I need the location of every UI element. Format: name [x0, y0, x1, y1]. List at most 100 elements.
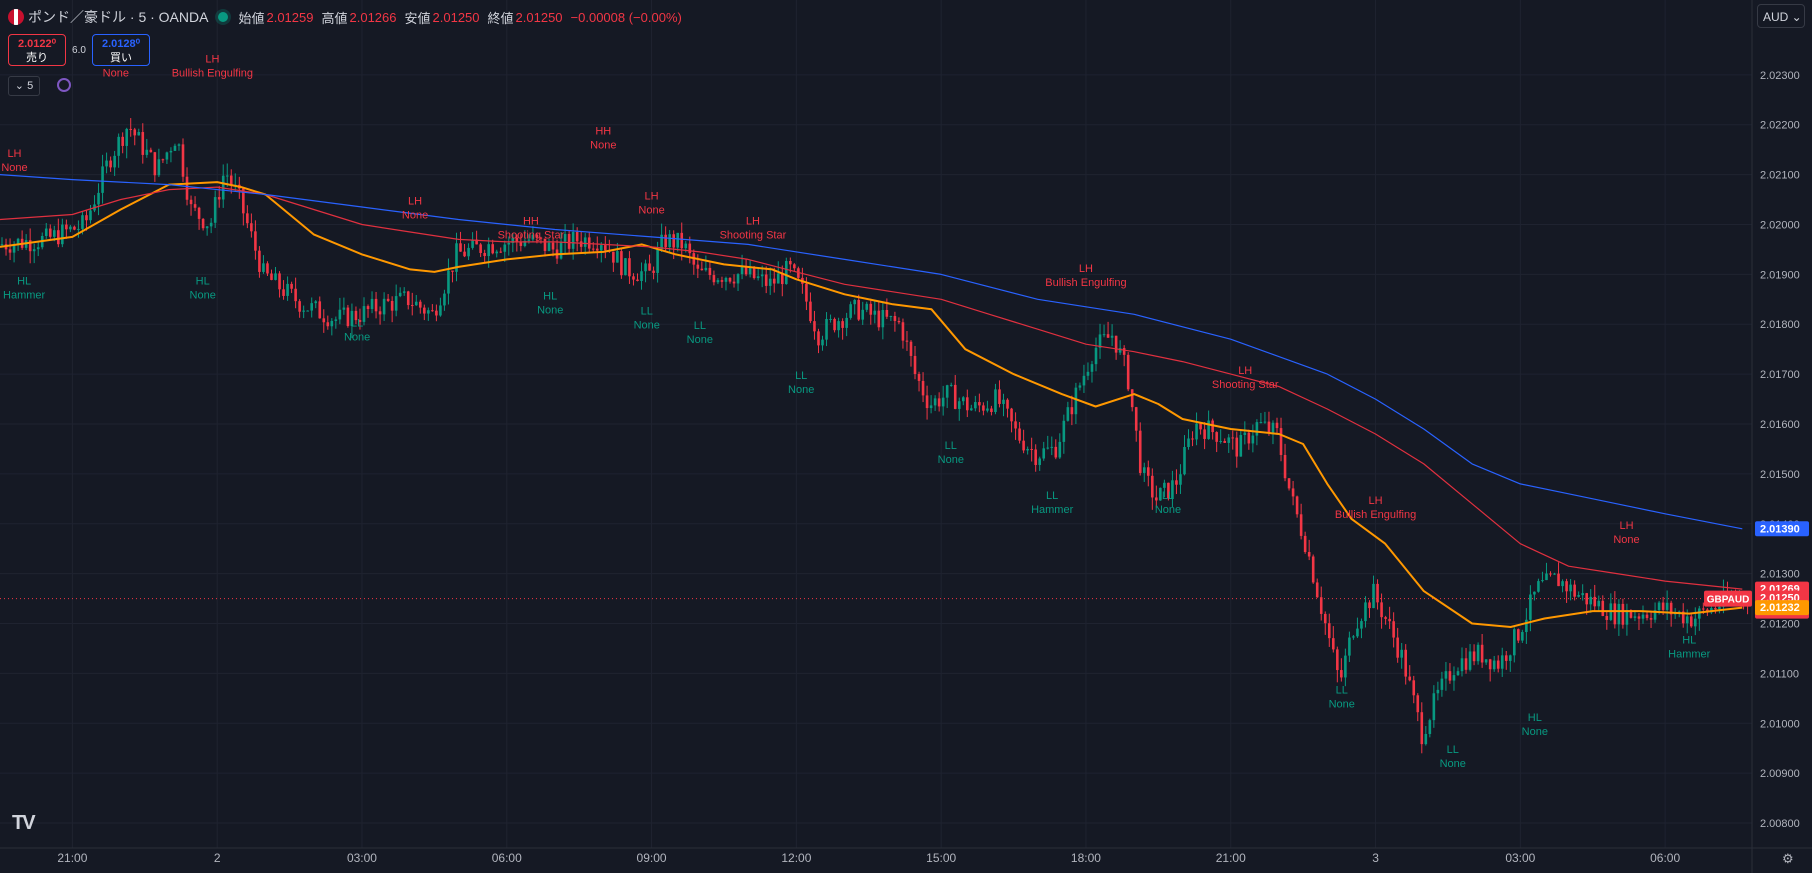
sell-button[interactable]: 2.0122⁰ 売り — [8, 34, 66, 66]
candle-body — [656, 249, 659, 273]
candle-body — [1255, 422, 1259, 436]
candle-body — [346, 307, 350, 327]
candle-body — [85, 215, 88, 221]
candle-body — [1404, 649, 1408, 677]
candle-body — [443, 293, 446, 306]
candle-body — [1134, 407, 1138, 431]
candle-body — [660, 234, 663, 250]
x-tick-label: 3 — [1372, 851, 1379, 865]
candle-body — [1114, 335, 1118, 353]
candle-body — [278, 273, 281, 290]
candle-body — [338, 309, 342, 320]
candle-body — [628, 258, 631, 277]
open-label: 始値 — [238, 10, 265, 26]
candle-body — [1275, 422, 1279, 429]
candle-body — [1002, 399, 1005, 404]
candle-body — [1307, 552, 1311, 557]
candle-body — [1637, 616, 1641, 619]
candle-body — [1195, 423, 1198, 440]
candle-body — [274, 273, 277, 280]
candle-body — [113, 155, 116, 168]
candle-body — [117, 136, 120, 156]
interval-toggle[interactable]: ⌄ 5 — [8, 76, 40, 96]
candle-body — [1283, 454, 1287, 479]
candle-body — [350, 310, 354, 327]
candle-body — [1098, 334, 1102, 348]
candle-body — [1468, 651, 1472, 670]
market-status-icon — [218, 12, 229, 22]
candle-body — [1657, 602, 1661, 611]
candle-body — [1392, 621, 1395, 638]
candle-body — [780, 273, 784, 285]
pattern-label-candle: Bullish Engulfing — [1335, 509, 1416, 521]
candle-body — [298, 301, 301, 312]
pattern-label-candle: None — [1155, 504, 1181, 516]
candle-body — [1492, 660, 1496, 670]
symbol-title[interactable]: ポンド／豪ドル · 5 · OANDA — [28, 9, 209, 25]
candle-body — [1685, 616, 1689, 624]
candle-body — [1661, 602, 1665, 610]
candle-body — [913, 355, 917, 375]
gear-icon[interactable]: ⚙ — [1782, 851, 1794, 866]
candle-body — [125, 128, 128, 146]
candle-body — [1191, 438, 1194, 440]
pattern-label-candle: None — [1, 162, 27, 174]
candle-body — [728, 277, 732, 282]
pattern-label-swing: LH — [205, 53, 219, 65]
x-tick-label: 12:00 — [781, 851, 811, 865]
candle-body — [933, 398, 937, 406]
tradingview-logo-icon[interactable]: TV — [12, 812, 36, 834]
candle-body — [1332, 638, 1335, 650]
candle-body — [1504, 655, 1508, 661]
candle-body — [1428, 720, 1432, 734]
candle-body — [604, 245, 607, 251]
close-value: 2.01250 — [515, 9, 563, 25]
candle-body — [712, 275, 716, 283]
candle-body — [1215, 432, 1218, 442]
trade-panel: 2.0122⁰ 売り 6.0 2.0128⁰ 買い — [8, 34, 150, 66]
candle-body — [402, 291, 406, 293]
currency-select[interactable]: AUD ⌄ — [1757, 4, 1805, 28]
candle-body — [1718, 606, 1721, 610]
pattern-label-swing: LL — [1046, 490, 1058, 502]
candle-body — [1714, 608, 1717, 610]
candle-body — [1460, 658, 1464, 672]
candle-body — [370, 298, 374, 310]
y-tick-label: 2.01600 — [1760, 419, 1800, 431]
candle-body — [1436, 689, 1440, 694]
candle-body — [225, 175, 229, 177]
buy-button[interactable]: 2.0128⁰ 買い — [92, 34, 150, 66]
candle-body — [1299, 514, 1303, 536]
pattern-label-candle: Shooting Star — [1212, 379, 1279, 391]
candle-body — [1203, 429, 1206, 439]
pattern-label-swing: LH — [408, 196, 422, 208]
candle-body — [648, 263, 651, 271]
candle-body — [1094, 347, 1098, 365]
y-tick-label: 2.00900 — [1760, 768, 1800, 780]
candle-body — [65, 224, 68, 230]
candle-body — [410, 305, 414, 307]
currency-value: AUD — [1763, 10, 1789, 24]
candle-body — [567, 233, 571, 249]
sell-label: 売り — [26, 52, 48, 64]
candle-body — [744, 266, 748, 275]
price-axis-tag — [1755, 600, 1809, 616]
candle-body — [1122, 348, 1126, 355]
candle-body — [1368, 602, 1371, 609]
candle-body — [684, 243, 688, 249]
candle-body — [853, 299, 856, 305]
candle-body — [821, 339, 824, 346]
candle-body — [748, 266, 752, 275]
candle-body — [1259, 422, 1263, 424]
candle-body — [789, 261, 792, 265]
pattern-label-candle: None — [1440, 758, 1466, 770]
candle-body — [1014, 421, 1017, 429]
candle-body — [181, 144, 185, 177]
candle-body — [624, 258, 627, 276]
sync-icon[interactable] — [57, 78, 71, 92]
y-tick-label: 2.01200 — [1760, 619, 1800, 631]
candle-body — [250, 223, 253, 232]
candle-body — [612, 251, 615, 263]
candle-body — [1219, 440, 1222, 442]
